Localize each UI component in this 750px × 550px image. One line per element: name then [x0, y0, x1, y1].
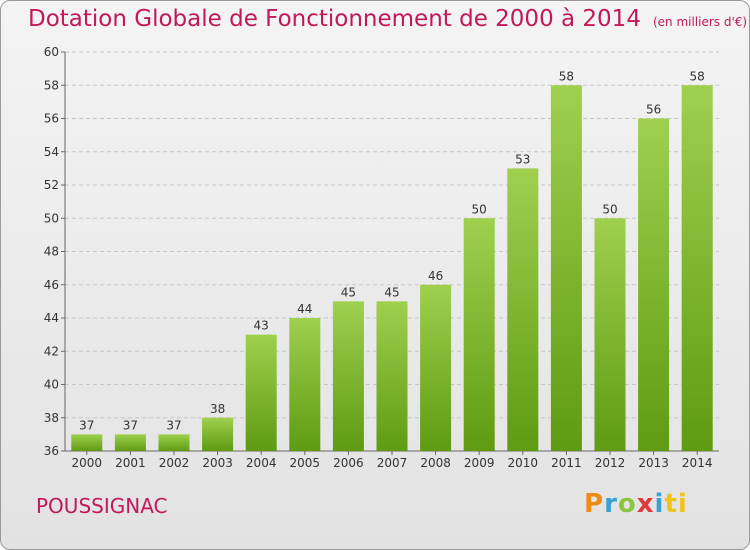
y-tick-label: 36 — [44, 444, 59, 458]
x-tick-label: 2013 — [638, 456, 669, 470]
y-tick-label: 38 — [44, 411, 59, 425]
y-tick-label: 58 — [44, 78, 59, 92]
x-tick-label: 2007 — [377, 456, 408, 470]
x-tick-label: 2010 — [508, 456, 539, 470]
logo-letter: P — [584, 489, 605, 519]
bar — [594, 218, 626, 451]
bar — [332, 301, 364, 451]
bar — [681, 85, 713, 451]
bar-value-label: 58 — [559, 69, 574, 83]
y-tick-label: 42 — [44, 344, 59, 358]
bar-value-label: 50 — [472, 202, 487, 216]
y-tick-label: 40 — [44, 378, 59, 392]
commune-name: POUSSIGNAC — [36, 494, 168, 518]
x-tick-label: 2011 — [551, 456, 582, 470]
y-tick-label: 54 — [44, 145, 59, 159]
bar-layer — [71, 85, 713, 451]
bar-value-label: 58 — [690, 69, 705, 83]
x-tick-label: 2000 — [72, 456, 103, 470]
bar-value-label: 38 — [210, 402, 225, 416]
y-tick-label: 52 — [44, 178, 59, 192]
chart-title: Dotation Globale de Fonctionnement de 20… — [28, 6, 747, 32]
bar-value-label: 56 — [646, 103, 661, 117]
bar-value-label: 37 — [79, 418, 94, 432]
proxiti-logo: Proxiti — [584, 489, 688, 519]
logo-letter: ti — [664, 489, 688, 519]
logo-letter: r — [604, 489, 618, 519]
bar — [114, 434, 146, 451]
y-tick-label: 44 — [44, 311, 59, 325]
bar — [245, 334, 277, 451]
bar-value-label: 45 — [384, 285, 399, 299]
bar — [638, 118, 670, 451]
chart-subtitle: (en milliers d'€) — [652, 15, 748, 29]
logo-letter: o — [617, 489, 637, 519]
bar-value-label: 44 — [297, 302, 312, 316]
x-tick-label: 2002 — [159, 456, 190, 470]
bar — [420, 284, 452, 451]
x-tick-label: 2008 — [420, 456, 451, 470]
bar — [202, 417, 234, 451]
x-tick-label: 2012 — [595, 456, 626, 470]
bar — [376, 301, 408, 451]
bar-value-label: 53 — [515, 152, 530, 166]
logo-letter: i — [654, 489, 665, 519]
y-tick-label: 56 — [44, 112, 59, 126]
bar-value-label: 37 — [166, 418, 181, 432]
grid-layer — [65, 51, 719, 419]
x-tick-label: 2004 — [246, 456, 277, 470]
x-tick-label: 2009 — [464, 456, 495, 470]
bar-value-label: 45 — [341, 285, 356, 299]
bar — [289, 318, 321, 451]
label-layer: 37 37 37 38 43 44 45 45 46 50 53 58 50 56 58 — [79, 69, 705, 432]
bar — [71, 434, 103, 451]
logo-letter: x — [636, 489, 655, 519]
y-tick-label: 50 — [44, 211, 59, 225]
bar — [550, 85, 582, 451]
x-tick-label: 2006 — [333, 456, 364, 470]
bar — [158, 434, 190, 451]
bar — [507, 168, 539, 451]
y-tick-label: 60 — [44, 45, 59, 59]
x-tick-label: 2005 — [290, 456, 321, 470]
bar-value-label: 50 — [602, 202, 617, 216]
bar-value-label: 43 — [254, 319, 269, 333]
x-tick-label: 2001 — [115, 456, 146, 470]
bar — [463, 218, 495, 451]
x-tick-label: 2014 — [682, 456, 713, 470]
chart-title-text: Dotation Globale de Fonctionnement de 20… — [28, 6, 641, 32]
y-tick-label: 48 — [44, 245, 59, 259]
bar-value-label: 37 — [123, 418, 138, 432]
bar-value-label: 46 — [428, 269, 443, 283]
y-tick-label: 46 — [44, 278, 59, 292]
x-tick-label: 2003 — [202, 456, 233, 470]
